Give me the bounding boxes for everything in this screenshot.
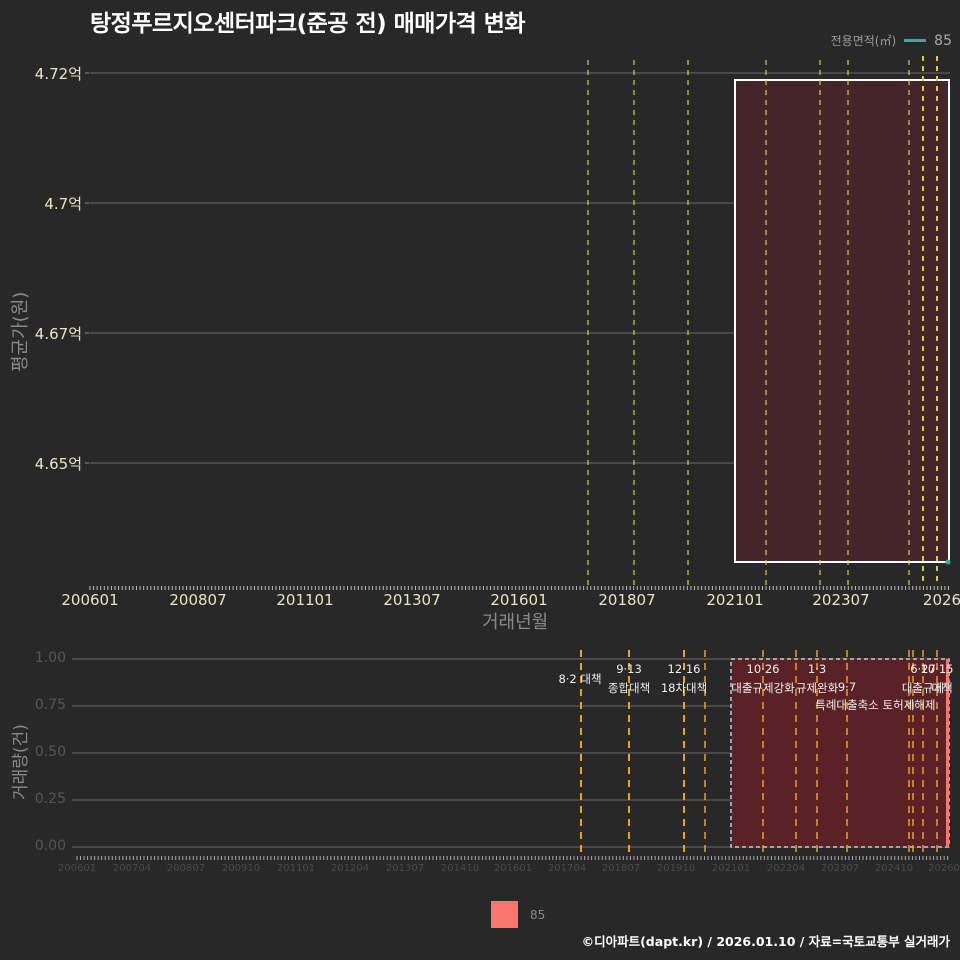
legend-line-icon: [904, 39, 927, 42]
annotation: 9·13: [616, 662, 642, 676]
policy-lines-top: [587, 56, 938, 586]
x-tick: 202307: [820, 863, 860, 874]
y-tick: 0.75: [34, 697, 66, 713]
y-tick: 4.72억: [34, 65, 82, 83]
x-tick: 200807: [166, 863, 206, 874]
y-tick: 4.67억: [34, 325, 82, 343]
y-tick: 1.00: [34, 650, 66, 666]
price-x-axis-title: 거래년월: [482, 612, 549, 633]
x-tick: 20260: [928, 863, 960, 874]
x-tick: 202307: [812, 591, 870, 609]
x-tick: 2026: [922, 591, 960, 609]
x-tick: 201704: [547, 863, 587, 874]
x-tick: 202101: [711, 863, 751, 874]
x-tick: 201101: [276, 863, 316, 874]
annotation: 12·16: [667, 662, 701, 676]
chart-title: 탕정푸르지오센터파크(준공 전) 매매가격 변화: [90, 11, 526, 37]
annotation: 대출규제강화: [731, 681, 795, 695]
volume-y-axis-title: 거래량(건): [11, 724, 31, 800]
x-tick: 201204: [330, 863, 370, 874]
x-tick: 201910: [656, 863, 696, 874]
price-chart: [85, 56, 951, 590]
highlight-box: [734, 79, 950, 563]
x-tick: 201307: [383, 591, 441, 609]
x-tick: 200601: [61, 591, 119, 609]
annotation: 10·15: [920, 662, 954, 676]
annotation: 9·7: [837, 680, 857, 694]
x-tick: 202410: [874, 863, 914, 874]
x-tick: 200601: [57, 863, 97, 874]
policy-lines-bottom: [580, 650, 938, 858]
y-tick: 4.65억: [34, 455, 82, 473]
volume-bar: [946, 659, 949, 847]
legend-value: 85: [934, 32, 952, 49]
x-tick: 200910: [221, 863, 261, 874]
y-tick: 0.00: [34, 838, 66, 854]
legend-bottom: 85: [491, 901, 545, 928]
annotation: 6·27: [910, 662, 936, 676]
legend-swatch-icon: [491, 901, 518, 928]
x-tick: 201601: [490, 591, 548, 609]
annotation: 특례대출축소: [815, 698, 879, 712]
annotation: 10·26: [746, 662, 780, 676]
x-tick: 201410: [440, 863, 480, 874]
annotation: 규제완화: [795, 681, 839, 695]
x-tick: 201807: [598, 591, 656, 609]
y-tick: 0.25: [34, 791, 66, 807]
x-tick: 201307: [385, 863, 425, 874]
data-point: [945, 559, 951, 565]
annotation: 대책: [931, 681, 953, 695]
legend-label: 85: [530, 907, 546, 922]
y-tick: 4.7억: [44, 195, 82, 213]
annotation: 8·2 대책: [558, 672, 602, 686]
annotation: 대출규제: [901, 681, 945, 695]
x-tick: 201807: [601, 863, 641, 874]
x-tick: 200807: [169, 591, 227, 609]
annotation: 토허제해제: [882, 698, 936, 712]
footer-credit: ©디아파트(dapt.kr) / 2026.01.10 / 자료=국토교통부 실…: [581, 934, 950, 949]
x-tick: 200704: [112, 863, 152, 874]
annotation: 종합대책: [607, 681, 651, 695]
annotation: 1·3: [807, 662, 827, 676]
legend-top: 전용면적(㎡) 85: [831, 32, 952, 49]
annotation: 18차대책: [660, 681, 708, 695]
x-tick: 202101: [706, 591, 764, 609]
legend-title: 전용면적(㎡): [830, 34, 897, 48]
x-tick: 201101: [276, 591, 334, 609]
y-tick: 0.50: [34, 744, 66, 760]
x-tick: 201601: [493, 863, 533, 874]
x-tick: 202204: [766, 863, 806, 874]
